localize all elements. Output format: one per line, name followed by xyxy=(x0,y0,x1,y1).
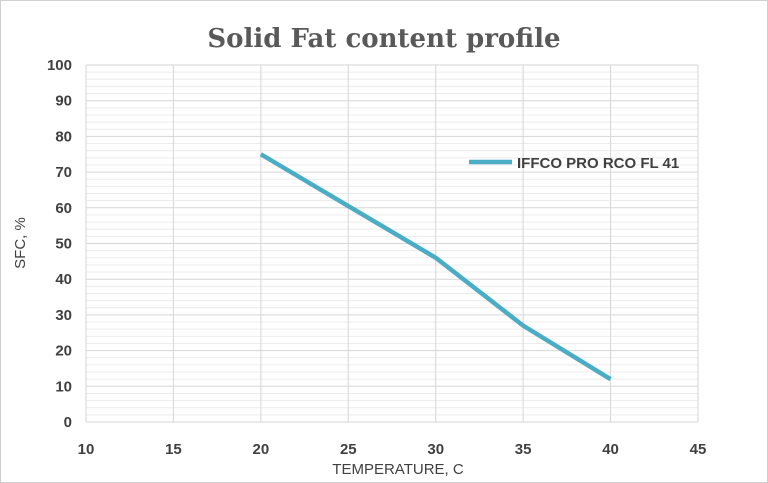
y-tick-label: 10 xyxy=(55,378,72,395)
x-tick-label: 10 xyxy=(78,441,95,458)
y-tick-label: 70 xyxy=(55,164,72,181)
x-tick-label: 40 xyxy=(602,441,619,458)
series-line xyxy=(259,152,612,382)
legend: IFFCO PRO RCO FL 41 xyxy=(469,155,679,172)
x-tick-label: 20 xyxy=(253,441,270,458)
y-tick-label: 0 xyxy=(64,414,72,431)
y-axis-ticks: 0 10 20 30 40 50 60 70 80 90 100 xyxy=(47,57,72,431)
y-tick-label: 100 xyxy=(47,57,72,74)
y-tick-label: 50 xyxy=(55,236,72,253)
x-tick-label: 30 xyxy=(427,441,444,458)
major-gridlines xyxy=(85,64,699,423)
x-tick-label: 45 xyxy=(690,441,707,458)
y-tick-label: 30 xyxy=(55,307,72,324)
y-tick-label: 20 xyxy=(55,343,72,360)
chart-title: Solid Fat content profile xyxy=(207,24,560,54)
x-axis-ticks: 10 15 20 25 30 35 40 45 xyxy=(78,441,707,458)
y-tick-label: 60 xyxy=(55,200,72,217)
y-axis-label: SFC, % xyxy=(12,217,29,269)
y-tick-label: 90 xyxy=(55,93,72,110)
y-tick-label: 80 xyxy=(55,128,72,145)
x-tick-label: 15 xyxy=(165,441,182,458)
x-tick-label: 35 xyxy=(515,441,532,458)
legend-label: IFFCO PRO RCO FL 41 xyxy=(517,155,679,172)
minor-gridlines xyxy=(86,71,698,416)
series-layer xyxy=(259,152,612,382)
y-tick-label: 40 xyxy=(55,271,72,288)
x-axis-label: TEMPERATURE, C xyxy=(332,461,464,478)
x-tick-label: 25 xyxy=(340,441,357,458)
